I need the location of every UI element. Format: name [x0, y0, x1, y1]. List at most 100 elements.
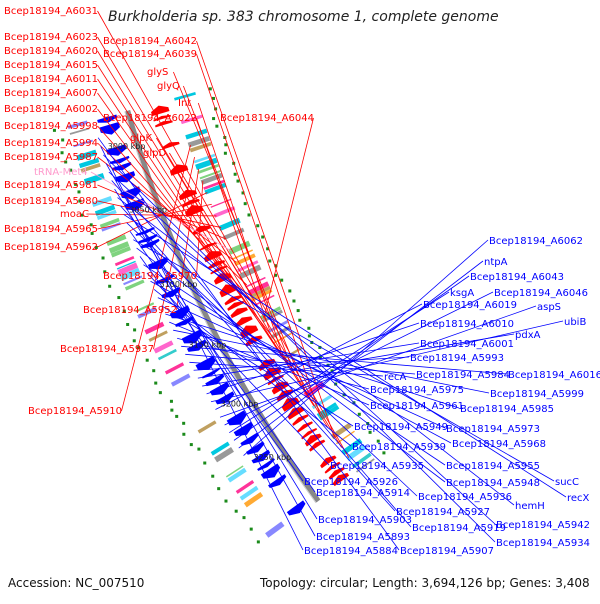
tick-mark-outer: [266, 247, 270, 251]
tick-mark-inner: [80, 213, 84, 217]
leader-line-left: [176, 168, 200, 311]
forward-gene-arrow: [240, 325, 259, 339]
reverse-gene-arrow: [209, 381, 230, 396]
leader-line-left: [97, 125, 259, 308]
category-block-inner: [170, 373, 191, 387]
gene-label-bcep18194-a5935: Bcep18194_A5935: [330, 461, 424, 472]
leader-line-left: [197, 102, 282, 352]
backbone-highlight: [124, 111, 317, 504]
category-block-inner: [94, 204, 116, 216]
category-block-inner: [96, 209, 117, 221]
category-block-inner: [76, 149, 98, 161]
reverse-gene-arrow: [124, 198, 145, 211]
category-block-outer: [204, 182, 227, 195]
tick-mark-inner: [182, 432, 186, 436]
category-block-inner: [91, 195, 113, 208]
category-block-inner: [117, 262, 139, 276]
tick-mark-inner: [64, 160, 68, 164]
gene-label-bcep18194-a6023: Bcep18194_A6023: [4, 32, 98, 43]
category-block-outer: [185, 128, 208, 140]
gene-label-int: Int: [178, 98, 191, 109]
reverse-gene-arrow: [186, 339, 207, 352]
tick-mark-inner: [77, 190, 81, 194]
gene-label-bcep18194-a5910: Bcep18194_A5910: [28, 406, 122, 417]
leader-line-right: [193, 356, 410, 371]
leader-line-left: [169, 152, 242, 274]
gene-label-bcep18194-a6046: Bcep18194_A6046: [494, 288, 588, 299]
gene-label-bcep18194-a6039: Bcep18194_A6039: [103, 49, 197, 60]
tick-mark-inner: [158, 391, 162, 395]
forward-gene-arrow: [153, 114, 172, 122]
reverse-gene-arrow: [135, 227, 155, 236]
tick-mark-inner: [154, 381, 158, 385]
forward-gene-arrow: [292, 414, 309, 426]
gene-label-hemh: hemH: [515, 501, 545, 512]
tick-mark-inner: [170, 408, 174, 412]
scale-label: 3150 kbp: [189, 341, 227, 350]
gene-label-bcep18194-a5993: Bcep18194_A5993: [410, 353, 504, 364]
tick-mark-outer: [233, 172, 237, 176]
leader-line-right: [100, 146, 304, 551]
gene-label-bcep18194-a5919: Bcep18194_A5919: [412, 523, 506, 534]
gene-label-bcep18194-a5973: Bcep18194_A5973: [446, 424, 540, 435]
category-block-inner: [110, 246, 131, 258]
gene-label-bcep18194-a5987: Bcep18194_A5987: [4, 152, 98, 163]
leader-line-right: [129, 231, 316, 493]
category-block-outer: [187, 135, 211, 148]
tick-mark-outer: [280, 278, 284, 282]
tick-mark-inner: [69, 168, 73, 172]
gene-label-bcep18194-a5961: Bcep18194_A5961: [370, 401, 464, 412]
tick-mark-outer: [330, 369, 334, 373]
category-block-outer: [341, 438, 363, 456]
gene-label-bcep18194-a6001: Bcep18194_A6001: [420, 339, 514, 350]
leader-line-left: [263, 117, 314, 319]
tick-mark-outer: [274, 273, 278, 277]
summary-text: Topology: circular; Length: 3,694,126 bp…: [260, 576, 590, 590]
gene-label-bcep18194-a5994: Bcep18194_A5994: [4, 138, 98, 149]
category-block-inner: [114, 255, 135, 267]
category-block-inner: [265, 521, 285, 538]
tick-mark-inner: [152, 369, 156, 373]
tick-mark-outer: [357, 412, 361, 416]
gene-label-bcep18194-a5984: Bcep18194_A5984: [416, 370, 510, 381]
category-block-inner: [214, 447, 234, 463]
forward-gene-arrow: [227, 300, 245, 311]
tick-mark-inner: [132, 339, 136, 343]
gene-label-reca: recA: [384, 372, 407, 383]
reverse-gene-arrow: [174, 315, 194, 327]
gene-label-recx: recX: [567, 493, 590, 504]
category-block-inner: [227, 467, 247, 483]
category-block-inner: [101, 222, 122, 232]
category-block-inner: [116, 260, 136, 270]
category-block-inner: [164, 362, 185, 375]
reverse-gene-arrow: [109, 155, 130, 164]
gene-label-bcep18194-a5948: Bcep18194_A5948: [446, 478, 540, 489]
tick-mark-outer: [256, 224, 260, 228]
tick-mark-inner: [126, 322, 130, 326]
tick-mark-outer: [261, 235, 265, 239]
category-block-outer: [174, 92, 196, 101]
leader-line-right: [111, 180, 412, 528]
gene-label-bcep18194-a5934: Bcep18194_A5934: [496, 538, 590, 549]
gene-label-bcep18194-a6010: Bcep18194_A6010: [420, 319, 514, 330]
tick-mark-outer: [382, 451, 386, 455]
category-block-inner: [235, 480, 255, 494]
tick-mark-inner: [256, 540, 260, 544]
reverse-gene-arrow: [147, 257, 168, 269]
category-block-outer: [273, 331, 294, 344]
leader-line-right: [143, 264, 446, 466]
category-block-outer: [210, 198, 232, 208]
reverse-gene-arrow: [181, 329, 202, 344]
gene-label-glyq: glyQ: [157, 81, 180, 92]
gene-label-bcep18194-a5998: Bcep18194_A5998: [4, 121, 98, 132]
leader-line-left: [196, 180, 204, 277]
reverse-gene-arrow: [201, 367, 221, 379]
leader-line-right: [197, 342, 420, 379]
tick-mark-outer: [247, 213, 251, 217]
gene-label-bcep18194-a5893: Bcep18194_A5893: [316, 532, 410, 543]
gene-label-ksga: ksgA: [450, 288, 474, 299]
gene-label-bcep18194-a6015: Bcep18194_A6015: [4, 60, 98, 71]
tick-mark-inner: [94, 245, 98, 249]
tick-mark-inner: [133, 328, 137, 332]
